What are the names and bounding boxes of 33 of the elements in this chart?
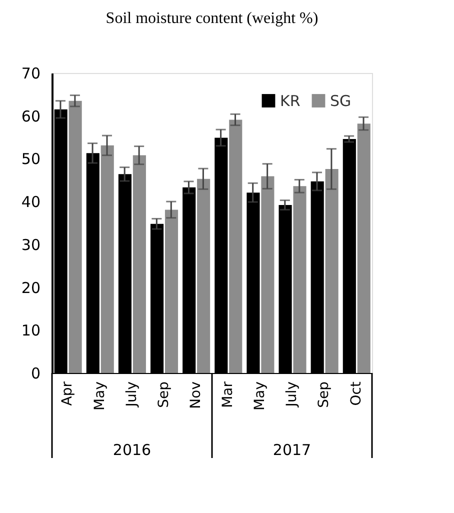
- bar: [229, 120, 242, 373]
- x-tick-label: July: [284, 382, 300, 408]
- bar: [100, 145, 114, 373]
- y-tick-label: 50: [21, 150, 40, 168]
- x-tick-label: Sep: [316, 381, 332, 408]
- y-tick-label: 70: [21, 64, 40, 82]
- legend-label: SG: [330, 92, 352, 110]
- y-tick-label: 10: [21, 322, 40, 340]
- bar: [164, 210, 178, 373]
- text: 2016: [112, 441, 152, 459]
- bar: [293, 186, 306, 373]
- y-tick-label: 60: [21, 107, 40, 126]
- x-tick-label: May: [92, 382, 108, 410]
- x-tick-label: Mar: [220, 381, 236, 408]
- chart-title: Soil moisture content (weight %): [106, 10, 318, 27]
- bar: [68, 100, 82, 373]
- y-tick-label: 20: [21, 278, 40, 297]
- text: 2017: [272, 441, 312, 459]
- legend-label: KR: [280, 92, 300, 110]
- bar: [261, 176, 274, 373]
- bar: [132, 155, 146, 373]
- x-tick-label: Sep: [156, 381, 172, 408]
- bar: [357, 124, 370, 373]
- x-tick-label: Oct: [348, 381, 364, 406]
- y-tick-label: 30: [21, 236, 40, 254]
- bar: [325, 169, 338, 373]
- y-tick-label: 40: [21, 193, 40, 212]
- x-tick-label: Nov: [188, 382, 204, 409]
- bar: [197, 178, 210, 373]
- x-tick-label: July: [124, 382, 140, 408]
- y-tick-label: 0: [30, 364, 40, 382]
- x-tick-label: May: [252, 382, 268, 410]
- x-tick-label: Apr: [60, 381, 76, 406]
